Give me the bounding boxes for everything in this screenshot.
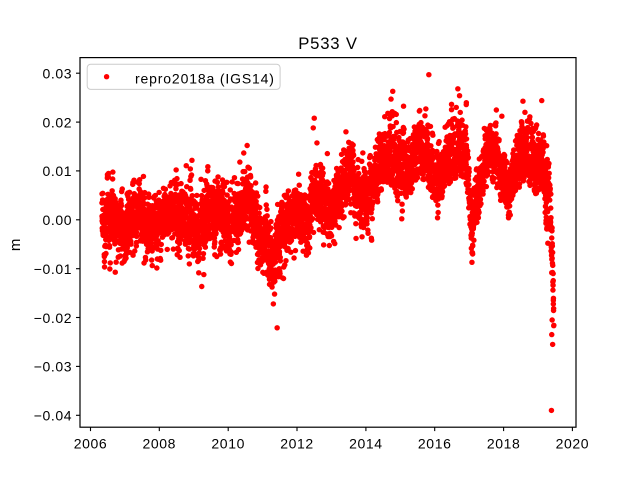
svg-text:2010: 2010: [211, 435, 245, 451]
svg-text:0.03: 0.03: [43, 66, 73, 82]
svg-text:−0.01: −0.01: [34, 261, 72, 277]
svg-text:−0.04: −0.04: [34, 408, 72, 424]
svg-text:0.01: 0.01: [43, 163, 73, 179]
svg-text:−0.02: −0.02: [34, 310, 72, 326]
svg-text:m: m: [7, 239, 24, 252]
svg-text:2018: 2018: [487, 435, 521, 451]
svg-text:0.02: 0.02: [43, 114, 73, 130]
svg-text:0.00: 0.00: [43, 212, 73, 228]
svg-text:−0.03: −0.03: [34, 359, 72, 375]
svg-text:2020: 2020: [556, 435, 590, 451]
svg-text:repro2018a (IGS14): repro2018a (IGS14): [135, 70, 275, 86]
svg-text:2012: 2012: [280, 435, 314, 451]
svg-text:2006: 2006: [74, 435, 108, 451]
svg-text:2016: 2016: [418, 435, 452, 451]
svg-text:2008: 2008: [143, 435, 177, 451]
svg-text:2014: 2014: [349, 435, 383, 451]
svg-text:P533 V: P533 V: [298, 34, 358, 53]
